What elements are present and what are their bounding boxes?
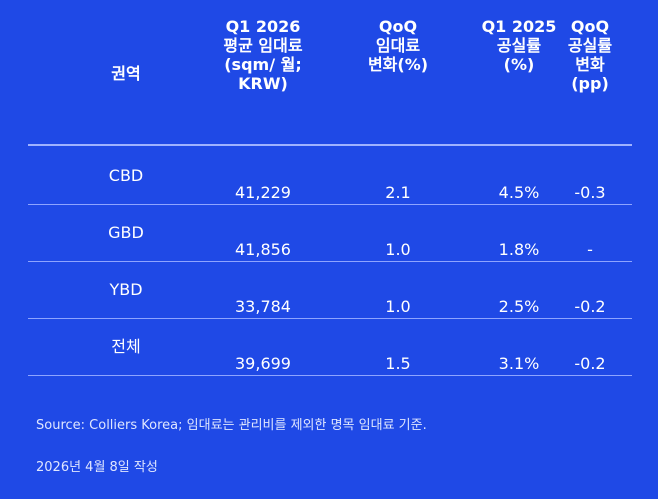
written-date: 2026년 4월 8일 작성 bbox=[36, 460, 158, 475]
table-row: GBD 41,856 1.0 1.8% - bbox=[28, 205, 632, 262]
table-footnote: Source: Colliers Korea; 임대료는 관리비를 제외한 명목… bbox=[36, 394, 626, 499]
vacancy-change-cell: -0.2 bbox=[574, 297, 606, 316]
region-cell: 전체 bbox=[111, 337, 141, 356]
region-cell: CBD bbox=[108, 166, 144, 185]
header-region: 권역 bbox=[111, 63, 141, 83]
header-rent-change: QoQ 임대료 변화(%) bbox=[367, 17, 429, 74]
table-row: 전체 39,699 1.5 3.1% -0.2 bbox=[28, 319, 632, 376]
vacancy-change-cell: -0.3 bbox=[574, 183, 606, 202]
rent-change-cell: 1.0 bbox=[385, 240, 411, 259]
vacancy-rate-cell: 2.5% bbox=[498, 297, 540, 316]
table-header-row: 권역 Q1 2026 평균 임대료 (sqm/ 월; KRW) QoQ 임대료 … bbox=[28, 0, 632, 146]
vacancy-rate-cell: 4.5% bbox=[498, 183, 540, 202]
average-rent-cell: 39,699 bbox=[235, 354, 291, 373]
vacancy-rate-cell: 3.1% bbox=[498, 354, 540, 373]
average-rent-cell: 33,784 bbox=[235, 297, 291, 316]
source-note: Source: Colliers Korea; 임대료는 관리비를 제외한 명목… bbox=[36, 418, 427, 433]
rent-change-cell: 1.0 bbox=[385, 297, 411, 316]
rent-change-cell: 2.1 bbox=[385, 183, 411, 202]
table-row: YBD 33,784 1.0 2.5% -0.2 bbox=[28, 262, 632, 319]
header-vacancy-change: QoQ 공실률 변화 (pp) bbox=[567, 17, 613, 93]
rent-change-cell: 1.5 bbox=[385, 354, 411, 373]
header-average-rent: Q1 2026 평균 임대료 (sqm/ 월; KRW) bbox=[223, 17, 303, 93]
region-cell: YBD bbox=[109, 280, 143, 299]
vacancy-rate-cell: 1.8% bbox=[498, 240, 540, 259]
vacancy-change-cell: -0.2 bbox=[574, 354, 606, 373]
rent-vacancy-table: 권역 Q1 2026 평균 임대료 (sqm/ 월; KRW) QoQ 임대료 … bbox=[28, 0, 632, 376]
average-rent-cell: 41,856 bbox=[235, 240, 291, 259]
vacancy-change-cell: - bbox=[587, 240, 593, 259]
region-cell: GBD bbox=[108, 223, 144, 242]
average-rent-cell: 41,229 bbox=[235, 183, 291, 202]
table-row: CBD 41,229 2.1 4.5% -0.3 bbox=[28, 148, 632, 205]
header-vacancy-rate: Q1 2025 공실률 (%) bbox=[481, 17, 557, 74]
